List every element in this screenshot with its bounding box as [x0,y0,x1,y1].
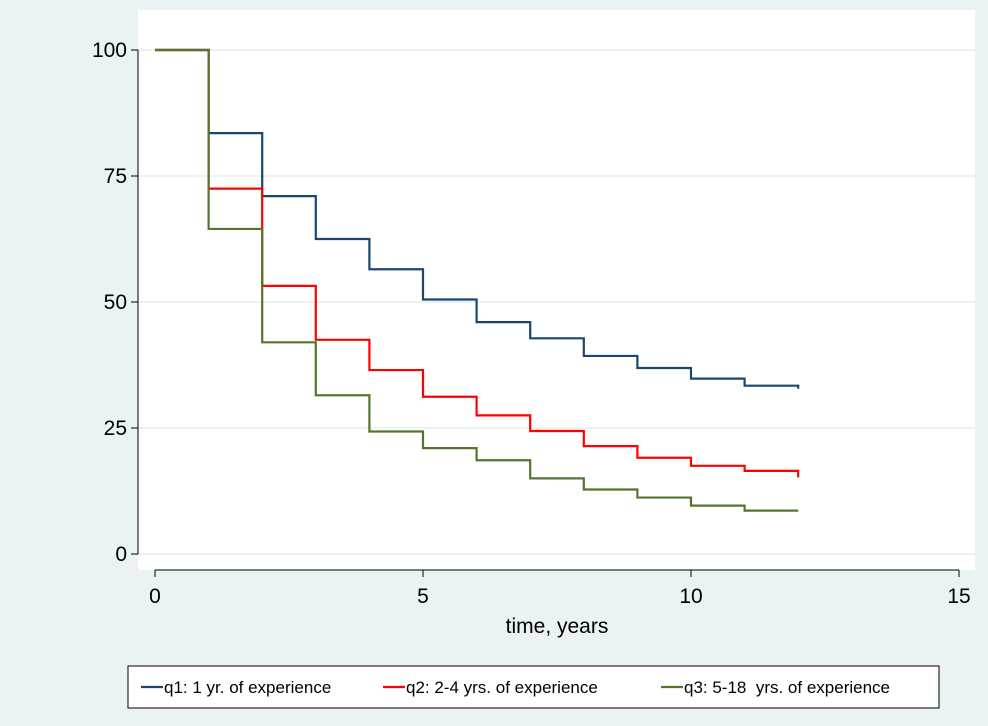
legend-label-q3: q3: 5-18 yrs. of experience [684,678,890,697]
x-tick-label: 0 [149,585,161,608]
legend-box [127,665,940,709]
x-axis-label: time, years [506,615,609,638]
x-tick-label: 15 [947,585,970,608]
gridlines [138,49,975,555]
y-tick-label: 50 [104,291,127,314]
x-ticks: 0 5 10 15 [149,570,971,608]
y-tick-label: 25 [104,417,127,440]
series-line-q3 [155,48,799,512]
y-tick-label: 75 [104,165,127,188]
legend: q1: 1 yr. of experience q2: 2-4 yrs. of e… [127,665,940,709]
legend-label-q1: q1: 1 yr. of experience [164,678,331,697]
series-layer [155,48,800,512]
y-ticks: 0 25 50 75 100 [92,39,138,566]
x-tick-label: 5 [417,585,429,608]
y-tick-label: 0 [115,543,127,566]
plot-area [138,10,975,570]
legend-label-q2: q2: 2-4 yrs. of experience [406,678,598,697]
x-tick-label: 10 [679,585,702,608]
y-tick-label: 100 [92,39,127,62]
